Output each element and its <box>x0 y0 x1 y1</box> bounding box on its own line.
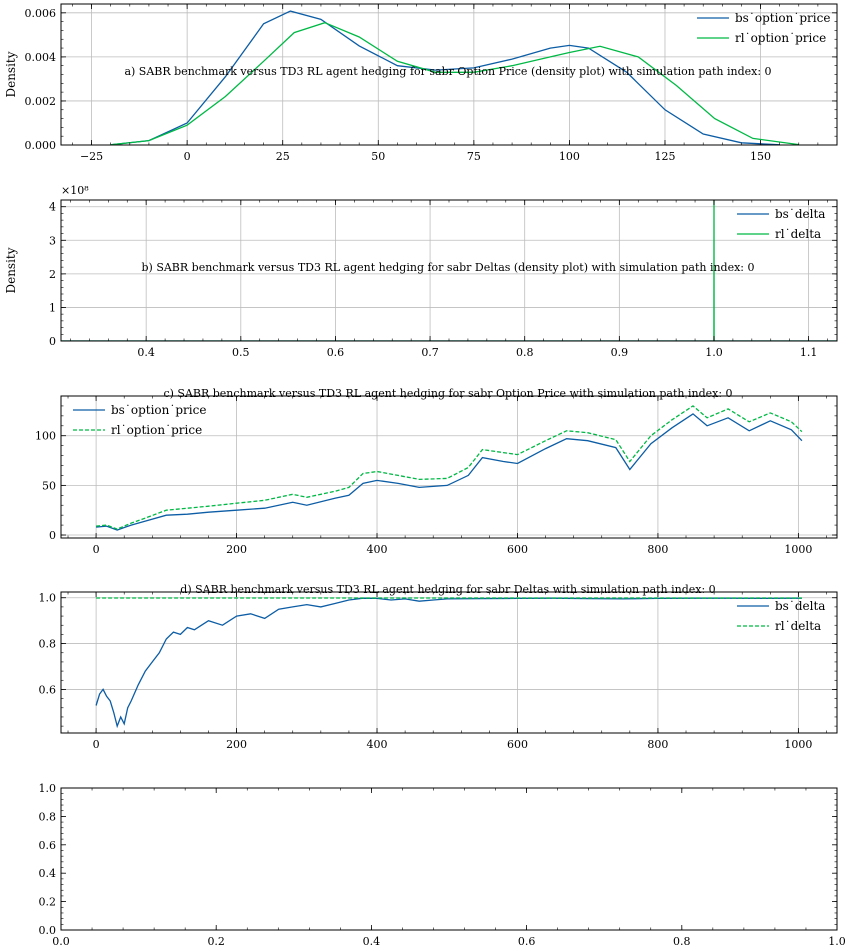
y-tick-label: 0.6 <box>39 839 57 852</box>
y-tick-label: 0.004 <box>25 51 57 64</box>
series-line-bs <box>95 597 802 729</box>
x-tick-label: 600 <box>507 543 528 556</box>
axes-frame <box>60 787 838 931</box>
y-tick-label: 4 <box>49 201 56 214</box>
x-tick-label: 0.2 <box>207 935 225 948</box>
x-tick-label: 1.1 <box>800 346 818 359</box>
panel-d: 0 200 400 600 800 1000 0.6 0.8 1.0 d) SABR benchm… <box>39 583 838 751</box>
y-tick-label: 1 <box>49 301 56 314</box>
y-multiplier-label: ×10⁸ <box>61 184 89 197</box>
legend: bs˙delta rl˙delta <box>737 207 825 241</box>
x-tick-label: 0.6 <box>327 346 345 359</box>
y-axis-label: Density <box>4 51 18 97</box>
series-line-rl <box>110 22 799 145</box>
y-tick-label: 0.006 <box>25 7 57 20</box>
x-tick-label: 0.5 <box>232 346 250 359</box>
grid <box>61 592 837 733</box>
legend-entry: rl˙option˙price <box>111 423 202 437</box>
y-tick-label: 0.6 <box>39 683 57 696</box>
x-tick-label: 25 <box>276 150 290 163</box>
legend-entry: bs˙option˙price <box>111 403 206 417</box>
series-line-bs <box>96 413 803 531</box>
axes-frame <box>60 395 838 539</box>
x-tick-label: 0 <box>93 738 100 751</box>
axes-frame <box>60 591 838 734</box>
panel-title: a) SABR benchmark versus TD3 RL agent he… <box>124 65 771 78</box>
y-tick-label: 0.2 <box>39 896 57 909</box>
legend-entry: bs˙delta <box>775 599 825 613</box>
x-tick-label: 75 <box>467 150 481 163</box>
y-tick-label: 2 <box>49 268 56 281</box>
x-tick-label: 400 <box>367 738 388 751</box>
x-tick-label: 100 <box>559 150 580 163</box>
x-tick-label: 0.0 <box>52 935 70 948</box>
x-tick-label: 0.8 <box>673 935 691 948</box>
y-tick-label: 3 <box>49 234 56 247</box>
panel-e: 0.0 0.2 0.4 0.6 0.8 1.0 0.0 0.2 0.4 0.6 0.8 1.0 <box>39 782 846 948</box>
x-tick-label: 125 <box>654 150 675 163</box>
x-tick-label: 0.8 <box>516 346 534 359</box>
y-tick-label: 0.8 <box>39 810 57 823</box>
x-tick-label: 1.0 <box>705 346 723 359</box>
panel-title: c) SABR benchmark versus TD3 RL agent he… <box>163 387 732 400</box>
y-tick-label: 0 <box>49 335 56 348</box>
y-tick-label: 100 <box>35 430 56 443</box>
x-tick-label: −25 <box>80 150 103 163</box>
x-tick-label: 200 <box>226 738 247 751</box>
y-tick-label: 0.002 <box>25 95 57 108</box>
x-tick-label: 800 <box>647 738 668 751</box>
legend-entry: bs˙delta <box>775 207 825 221</box>
x-tick-label: 800 <box>647 543 668 556</box>
legend: bs˙delta rl˙delta <box>737 599 825 633</box>
legend-entry: rl˙option˙price <box>735 31 826 45</box>
x-tick-label: 1000 <box>784 543 812 556</box>
legend: bs˙option˙price rl˙option˙price <box>697 11 830 45</box>
x-tick-label: 50 <box>371 150 385 163</box>
y-tick-label: 0.4 <box>39 867 57 880</box>
y-tick-label: 0 <box>49 529 56 542</box>
legend: bs˙option˙price rl˙option˙price <box>73 403 206 437</box>
panel-c: 0 200 400 600 800 1000 0 50 100 c) SABR benchmark… <box>35 387 838 556</box>
x-tick-label: 0.9 <box>611 346 629 359</box>
x-tick-label: 400 <box>367 543 388 556</box>
legend-entry: rl˙delta <box>775 619 821 633</box>
panel-a: −25 0 25 50 75 100 125 150 0.000 0.002 0.004 0.006 D… <box>4 3 838 163</box>
x-tick-label: 0 <box>93 543 100 556</box>
x-tick-label: 600 <box>507 738 528 751</box>
y-tick-label: 1.0 <box>39 592 57 605</box>
x-tick-label: 0.7 <box>421 346 439 359</box>
y-axis-label: Density <box>4 247 18 293</box>
x-tick-label: 0 <box>184 150 191 163</box>
y-tick-label: 0.8 <box>39 638 57 651</box>
y-tick-label: 0.000 <box>25 139 57 152</box>
y-tick-label: 0.0 <box>39 924 57 937</box>
legend-entry: bs˙option˙price <box>735 11 830 25</box>
x-tick-label: 0.6 <box>518 935 536 948</box>
panel-title: b) SABR benchmark versus TD3 RL agent he… <box>142 261 755 274</box>
x-tick-label: 0.4 <box>363 935 381 948</box>
x-tick-label: 200 <box>226 543 247 556</box>
x-tick-label: 1000 <box>784 738 812 751</box>
series-line-rl <box>96 405 803 530</box>
x-tick-label: 0.4 <box>137 346 155 359</box>
x-tick-label: 150 <box>750 150 771 163</box>
panel-title: d) SABR benchmark versus TD3 RL agent he… <box>180 583 715 596</box>
panel-b: 0.4 0.5 0.6 0.7 0.8 0.9 1.0 1.1 0 1 2 3 4 Density ×10⁸… <box>4 184 838 359</box>
y-tick-label: 50 <box>42 479 56 492</box>
legend-entry: rl˙delta <box>775 227 821 241</box>
x-tick-label: 1.0 <box>828 935 846 948</box>
series-line-bs <box>110 10 780 145</box>
y-tick-label: 1.0 <box>39 782 57 795</box>
grid <box>61 396 837 538</box>
